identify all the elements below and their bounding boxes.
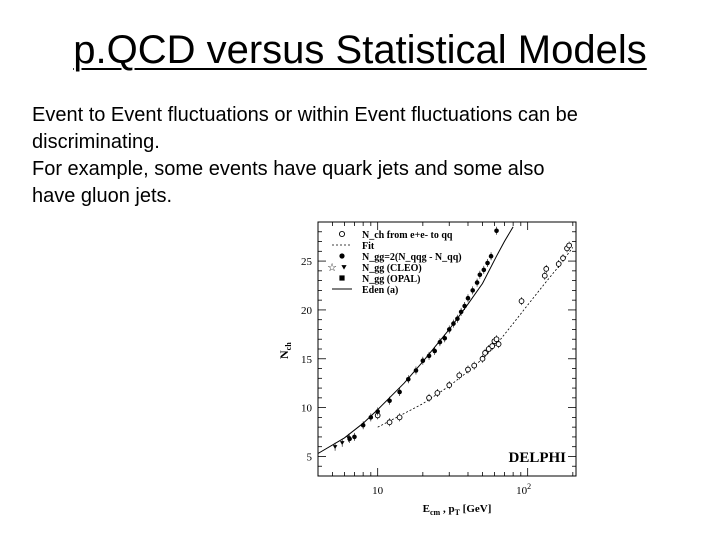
y-tick-label: 15 (301, 354, 313, 366)
data-point (495, 341, 502, 347)
data-point (451, 321, 456, 326)
body-line: have gluon jets. (32, 185, 173, 207)
x-tick-label-100: 102 (516, 482, 531, 497)
y-tick-label: 5 (307, 451, 313, 463)
data-point (442, 335, 448, 341)
data-point (471, 362, 478, 369)
y-axis-label: Nch (277, 342, 293, 359)
data-point (434, 390, 441, 396)
body-line: discriminating. (32, 131, 160, 153)
data-point (387, 398, 392, 404)
data-point (481, 267, 487, 273)
legend-symbol (338, 230, 346, 238)
data-point (474, 280, 480, 285)
x-axis-label: Ecm , pT [GeV] (423, 503, 492, 517)
data-point (339, 441, 345, 446)
data-point (426, 353, 432, 359)
data-point (477, 272, 483, 278)
data-point (386, 419, 393, 426)
data-point (346, 436, 351, 441)
y-tick-label: 10 (301, 403, 313, 415)
legend-label: N_gg=2(N_qqg - N_qq) (362, 252, 462, 263)
legend-label: Eden (a) (362, 285, 398, 296)
data-point (397, 389, 402, 395)
legend-symbol (339, 253, 345, 259)
data-point (406, 376, 411, 382)
data-point (413, 368, 419, 373)
legend-label: N_gg (CLEO) (362, 263, 422, 274)
legend-symbol (339, 275, 345, 281)
legend-label: N_ch from e+e- to qq (362, 230, 453, 241)
body-line: Event to Event fluctuations or within Ev… (32, 104, 578, 126)
legend-symbol (341, 265, 347, 270)
data-point (352, 434, 357, 440)
legend-label: Fit (362, 241, 375, 252)
data-point (432, 348, 438, 354)
data-point (455, 316, 460, 322)
data-point (485, 260, 490, 266)
data-point (456, 372, 463, 379)
data-point (555, 261, 562, 267)
data-point (482, 350, 488, 356)
data-point (446, 327, 452, 332)
data-point (426, 394, 432, 401)
data-point (420, 358, 426, 364)
data-point (375, 409, 380, 414)
data-point (446, 382, 453, 388)
body-line: For example, some events have quark jets… (32, 158, 545, 180)
data-point (360, 422, 366, 428)
data-point (458, 309, 464, 315)
chart-watermark: DELPHI (508, 450, 566, 466)
data-point (465, 366, 471, 373)
nch-chart: 5 10 15 20 25 10 102 Ecm , pT [GeV] Nch N_ch from… (277, 221, 577, 517)
data-point (566, 242, 572, 249)
data-point (462, 303, 467, 309)
legend-symbol: ☆ (327, 262, 337, 274)
data-point (437, 339, 443, 345)
data-point (560, 255, 566, 261)
data-point (479, 355, 486, 362)
data-point (489, 343, 496, 349)
data-point (488, 253, 494, 259)
data-point (543, 266, 550, 272)
slide-title: p.QCD versus Statistical Models (73, 28, 647, 72)
x-tick-label: 10 (372, 485, 384, 497)
data-point (332, 445, 338, 449)
slide-body: Event to Event fluctuations or within Ev… (32, 102, 702, 210)
data-point (518, 298, 525, 304)
data-point (494, 228, 499, 234)
eden-curve (317, 226, 514, 454)
data-point (465, 295, 471, 301)
data-point (368, 415, 374, 420)
data-point (470, 288, 475, 293)
y-tick-label: 20 (301, 305, 313, 317)
y-tick-label: 25 (301, 256, 313, 268)
data-point (493, 336, 500, 343)
data-point (396, 414, 403, 421)
legend-label: N_gg (OPAL) (362, 274, 420, 285)
data-point (541, 272, 548, 279)
